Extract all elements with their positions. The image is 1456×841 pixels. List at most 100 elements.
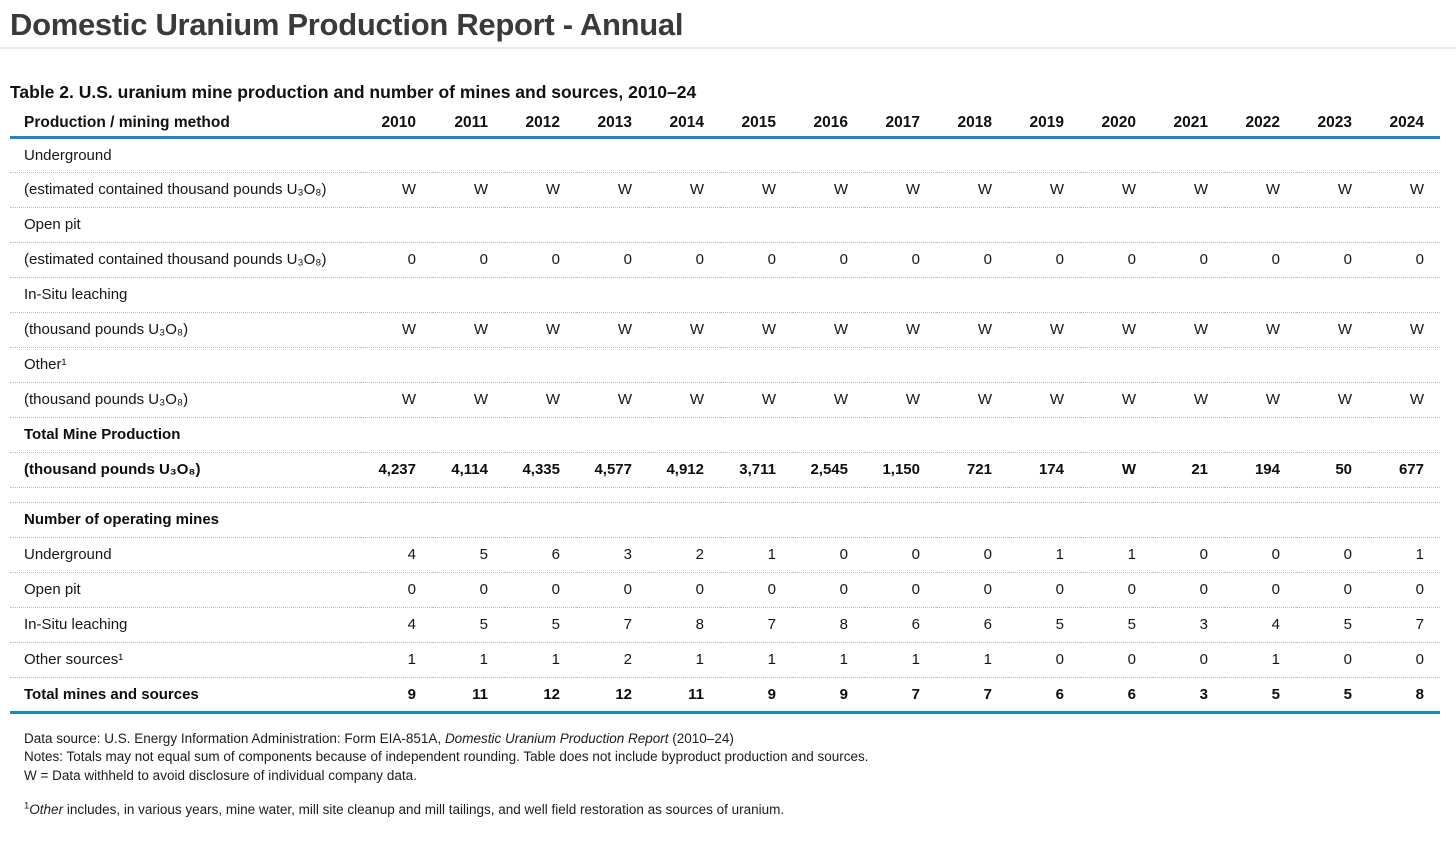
cell-2014: W xyxy=(689,321,704,338)
cell-2021: 0 xyxy=(1199,546,1208,563)
page-title: Domestic Uranium Production Report - Ann… xyxy=(10,7,684,42)
cell-2021: 3 xyxy=(1199,685,1208,703)
cell-2020: 1 xyxy=(1127,546,1136,563)
column-header-label: Production / mining method xyxy=(24,113,230,131)
cell-2012: 1 xyxy=(551,651,560,668)
cell-2010: 1 xyxy=(407,651,416,668)
cell-2015: W xyxy=(761,391,776,408)
cell-2022: 5 xyxy=(1271,685,1280,703)
row-label: Open pit xyxy=(24,581,81,598)
column-header-year-2011: 2011 xyxy=(454,113,488,131)
cell-2023: W xyxy=(1337,321,1352,338)
table-body: Underground (estimated contained thousand… xyxy=(10,137,1440,712)
column-header-year-2020: 2020 xyxy=(1101,113,1136,131)
cell-2010: W xyxy=(401,181,416,198)
cell-2011: 5 xyxy=(479,616,488,633)
cell-2018: 1 xyxy=(983,651,992,668)
cell-2014: 0 xyxy=(695,251,704,268)
cell-2014: 1 xyxy=(695,651,704,668)
cell-2022: W xyxy=(1265,181,1280,198)
cell-2020: W xyxy=(1121,391,1136,408)
cell-2010: W xyxy=(401,321,416,338)
section-row: Underground xyxy=(10,137,1440,172)
row-label: Other sources¹ xyxy=(24,651,124,668)
table-row: (thousand pounds U₃O₈) W W W W W W W W W W W W W W W xyxy=(10,382,1440,417)
cell-2020: W xyxy=(1121,321,1136,338)
cell-2012: W xyxy=(545,391,560,408)
cell-2024: 677 xyxy=(1398,461,1424,478)
cell-2011: 0 xyxy=(479,581,488,598)
table-row: Other sources¹ 1 1 1 2 1 1 1 1 1 0 0 0 1 0 0 xyxy=(10,642,1440,677)
cell-2024: 7 xyxy=(1415,616,1424,633)
row-label: In-Situ leaching xyxy=(24,286,128,303)
cell-2024: 8 xyxy=(1415,685,1424,703)
cell-2014: 8 xyxy=(695,616,704,633)
cell-2011: W xyxy=(473,321,488,338)
row-label: In-Situ leaching xyxy=(24,616,128,633)
cell-2018: 7 xyxy=(983,685,992,703)
cell-2022: 4 xyxy=(1271,616,1280,633)
section-row: Total Mine Production xyxy=(10,417,1440,452)
cell-2021: 0 xyxy=(1199,581,1208,598)
table-row: Underground 4 5 6 3 2 1 0 0 0 1 1 0 0 0 1 xyxy=(10,537,1440,572)
cell-2012: 0 xyxy=(551,581,560,598)
table-row: (thousand pounds U₃O₈) 4,237 4,114 4,335 4,5… xyxy=(10,452,1440,487)
column-header-year-2022: 2022 xyxy=(1245,113,1280,131)
column-header-year-2016: 2016 xyxy=(813,113,848,131)
footnote-marker: 1 xyxy=(24,800,30,812)
cell-2015: 0 xyxy=(767,581,776,598)
column-header-year-2024: 2024 xyxy=(1389,113,1424,131)
cell-2010: 9 xyxy=(407,685,416,703)
row-label: Underground xyxy=(24,546,112,563)
spacer-row xyxy=(10,487,1440,502)
table-header: Production / mining method 2010 2011 2012 20… xyxy=(10,110,1440,137)
cell-2022: 194 xyxy=(1254,461,1280,478)
cell-2021: 0 xyxy=(1199,251,1208,268)
cell-2011: W xyxy=(473,391,488,408)
cell-2024: 1 xyxy=(1415,546,1424,563)
cell-2018: 721 xyxy=(966,461,992,478)
section-row: In-Situ leaching xyxy=(10,277,1440,312)
other-footnote-text: includes, in various years, mine water, … xyxy=(63,802,785,817)
table-row: In-Situ leaching 4 5 5 7 8 7 8 6 6 5 5 3 4 5 7 xyxy=(10,607,1440,642)
column-header-year-2012: 2012 xyxy=(525,113,560,131)
empty-cells xyxy=(360,502,1440,537)
row-label: Total mines and sources xyxy=(24,685,199,703)
cell-2019: 1 xyxy=(1055,546,1064,563)
cell-2014: 2 xyxy=(695,546,704,563)
row-label: Open pit xyxy=(24,216,81,233)
cell-2019: 5 xyxy=(1055,616,1064,633)
spacer-cell xyxy=(10,487,1440,502)
cell-2019: 174 xyxy=(1038,461,1064,478)
cell-2016: 0 xyxy=(839,251,848,268)
cell-2023: 0 xyxy=(1343,581,1352,598)
cell-2022: 0 xyxy=(1271,546,1280,563)
table-row: Total mines and sources 9 11 12 12 11 9 9 7 7 6 6 3 5… xyxy=(10,677,1440,712)
column-header-year-2018: 2018 xyxy=(957,113,992,131)
cell-2010: 4,237 xyxy=(378,461,416,478)
row-label: Number of operating mines xyxy=(24,511,220,528)
cell-2015: 1 xyxy=(767,651,776,668)
cell-2011: W xyxy=(473,181,488,198)
cell-2022: 0 xyxy=(1271,251,1280,268)
footnotes: Data source: U.S. Energy Information Adm… xyxy=(24,730,1456,820)
row-label: (thousand pounds U₃O₈) xyxy=(24,391,189,408)
cell-2011: 5 xyxy=(479,546,488,563)
cell-2019: 0 xyxy=(1055,581,1064,598)
cell-2015: 1 xyxy=(767,546,776,563)
cell-2024: 0 xyxy=(1415,581,1424,598)
cell-2012: 12 xyxy=(543,685,560,703)
cell-2011: 11 xyxy=(472,685,488,703)
uranium-production-table: Production / mining method 2 0 1 0 2011 2012 20… xyxy=(10,110,1440,714)
other-footnote-word: Other xyxy=(29,802,64,817)
cell-2013: 7 xyxy=(623,616,632,633)
cell-2010: W xyxy=(401,391,416,408)
data-source-suffix: (2010–24) xyxy=(668,730,734,746)
cell-2018: 6 xyxy=(983,616,992,633)
data-source-note: Data source: U.S. Energy Information Adm… xyxy=(24,730,1456,749)
cell-2013: 0 xyxy=(623,251,632,268)
cell-2010: 0 xyxy=(407,581,416,598)
cell-2015: 3,711 xyxy=(739,461,776,478)
row-label: (estimated contained thousand pounds U₃O… xyxy=(24,251,327,268)
cell-2018: W xyxy=(977,181,992,198)
